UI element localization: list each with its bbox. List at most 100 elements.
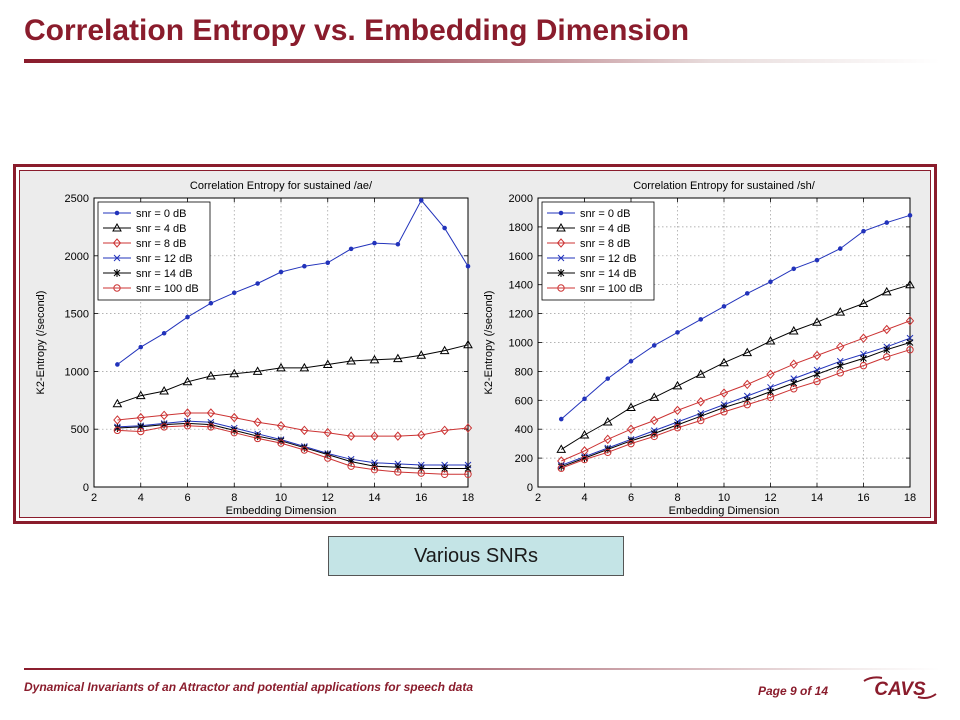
chart-ae: 2 4 6 8 10 12 14 16 18 0 500 1000 1500 2000 2500 Correl…: [35, 180, 474, 517]
y-tick-label: 1400: [509, 280, 533, 292]
series-line: [561, 342, 911, 468]
data-point: [859, 361, 868, 370]
x-tick-label: 6: [628, 492, 634, 504]
data-point: [556, 444, 567, 453]
data-point: [324, 454, 332, 462]
data-point: [348, 246, 354, 252]
data-point: [905, 279, 915, 289]
y-tick-label: 500: [71, 424, 89, 436]
data-point: [135, 390, 146, 400]
legend: snr = 0 dB snr = 4 dB snr = 8 dB snr = 12 d…: [97, 201, 211, 301]
x-tick-label: 16: [415, 492, 427, 504]
data-point: [836, 342, 845, 352]
plot-border: [93, 197, 469, 488]
y-tick-label: 200: [515, 453, 533, 465]
data-point: [252, 366, 263, 375]
data-point: [858, 298, 869, 307]
data-point: [790, 385, 798, 393]
legend-marker: [556, 238, 566, 248]
data-point: [416, 350, 427, 359]
data-point: [742, 347, 753, 357]
footer-divider: [24, 668, 940, 670]
data-point: [346, 431, 356, 441]
data-point: [276, 420, 286, 431]
legend-marker: [557, 269, 565, 277]
series-line: [117, 425, 468, 475]
slide-title: Correlation Entropy vs. Embedding Dimens…: [24, 14, 690, 47]
x-axis-label: Embedding Dimension: [669, 505, 780, 517]
series-5: [557, 346, 914, 472]
data-point: [464, 470, 472, 478]
data-point: [859, 333, 868, 343]
data-point: [628, 358, 634, 364]
legend-label: snr = 8 dB: [580, 238, 630, 250]
data-point: [883, 345, 891, 354]
series-line: [117, 344, 469, 405]
legend-label: snr = 14 dB: [136, 268, 193, 280]
page-number: Page 9 of 14: [758, 684, 829, 698]
series-line: [561, 284, 911, 450]
data-point: [673, 424, 682, 432]
data-point: [208, 300, 214, 306]
data-point: [580, 455, 589, 464]
data-point: [253, 417, 262, 428]
data-point: [393, 431, 403, 441]
data-point: [627, 439, 635, 448]
legend-label: snr = 100 dB: [580, 283, 643, 295]
y-tick-label: 2000: [65, 251, 89, 263]
data-point: [229, 368, 240, 378]
data-point: [791, 266, 797, 272]
legend-label: snr = 100 dB: [136, 283, 199, 295]
series-line: [561, 320, 911, 462]
data-point: [138, 344, 144, 350]
x-tick-label: 8: [231, 492, 237, 504]
data-point: [278, 269, 284, 275]
legend-marker: [113, 284, 121, 292]
data-point: [440, 425, 449, 436]
data-point: [417, 430, 426, 440]
legend-marker: [114, 210, 120, 216]
data-point: [113, 415, 122, 425]
data-point: [649, 392, 660, 401]
series-2: [557, 316, 915, 466]
data-point: [372, 240, 377, 246]
data-point: [183, 422, 192, 430]
data-point: [463, 339, 473, 349]
x-tick-label: 10: [718, 492, 730, 504]
series-line: [117, 420, 468, 466]
data-point: [323, 427, 332, 438]
data-point: [744, 291, 750, 296]
y-axis-label: K2-Entropy (/second): [35, 291, 47, 395]
data-point: [395, 241, 401, 247]
cavs-logo-text: CAVS: [874, 679, 926, 700]
data-point: [743, 379, 752, 390]
data-point: [695, 369, 706, 378]
snr-callout-box: Various SNRs: [328, 536, 624, 576]
data-point: [300, 425, 309, 436]
data-point: [113, 426, 122, 435]
data-point: [814, 257, 820, 263]
x-tick-label: 8: [674, 492, 680, 504]
figure-frame: 2 4 6 8 10 12 14 16 18 0 500 1000 1500 2000 2500 Correl…: [13, 164, 937, 524]
data-point: [183, 408, 192, 418]
series-0: [115, 198, 471, 367]
x-tick-label: 16: [857, 492, 869, 504]
data-point: [276, 362, 286, 372]
data-point: [651, 343, 657, 348]
series-line: [560, 214, 911, 420]
data-point: [185, 314, 190, 320]
x-tick-label: 2: [91, 492, 97, 504]
data-point: [255, 281, 260, 286]
data-point: [906, 338, 914, 347]
data-point: [719, 357, 729, 367]
data-point: [299, 362, 310, 372]
data-point: [881, 286, 892, 296]
data-point: [160, 423, 168, 431]
legend-box: [541, 201, 655, 301]
data-point: [719, 388, 729, 398]
y-tick-label: 2000: [509, 193, 533, 205]
footer-presentation-title: Dynamical Invariants of an Attractor and…: [24, 680, 473, 694]
data-point: [696, 396, 705, 407]
data-point: [813, 370, 821, 379]
data-point: [673, 405, 682, 416]
